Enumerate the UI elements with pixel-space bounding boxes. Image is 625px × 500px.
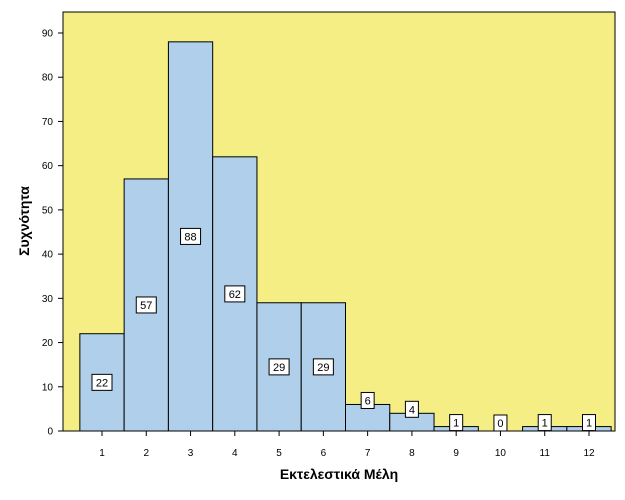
data-label-12: 1 [586,418,592,430]
data-label-4: 62 [229,289,241,301]
data-label-box-12 [582,414,596,432]
data-label-box-8 [404,400,419,418]
x-tick-label-7: 7 [365,448,371,459]
y-tick-label-40: 40 [42,250,54,261]
data-label-box-11 [537,414,552,432]
data-label-11: 1 [542,418,548,430]
data-label-box-7 [360,391,375,409]
data-label-6: 29 [317,362,329,374]
y-tick-label-80: 80 [42,73,54,84]
data-label-8: 4 [409,404,415,416]
data-label-9: 1 [453,418,459,430]
y-tick-label-10: 10 [42,382,54,393]
x-tick-label-4: 4 [232,448,238,459]
x-tick-label-5: 5 [276,448,282,459]
x-tick-label-8: 8 [409,448,415,459]
data-label-box-4 [224,285,246,303]
x-tick-label-3: 3 [188,448,194,459]
y-tick-label-50: 50 [42,205,54,216]
y-tick-label-70: 70 [42,117,54,128]
x-tick-label-10: 10 [495,448,507,459]
y-tick-label-30: 30 [42,294,54,305]
data-label-box-9 [449,414,464,432]
data-label-1: 22 [96,377,108,389]
x-tick-label-6: 6 [321,448,327,459]
x-axis-ticks: 1 2 3 4 5 6 7 8 9 10 11 12 [99,431,595,459]
y-axis-ticks: 0 10 20 30 40 50 60 70 80 90 [42,29,63,438]
x-tick-label-1: 1 [99,448,105,459]
data-label-10: 0 [497,418,503,430]
data-label-box-5 [268,358,290,376]
y-axis-title: Συχνότητα [16,186,32,256]
y-tick-label-20: 20 [42,338,54,349]
data-label-box-2 [135,296,157,314]
data-label-box-1 [91,373,113,391]
x-tick-label-2: 2 [143,448,149,459]
data-label-2: 57 [140,300,152,312]
data-label-box-6 [312,358,334,376]
y-tick-label-60: 60 [42,161,54,172]
x-tick-label-9: 9 [453,448,459,459]
x-axis-title: Εκτελεστικά Μέλη [280,466,398,482]
x-tick-label-12: 12 [583,448,595,459]
y-tick-label-0: 0 [47,427,53,438]
data-label-5: 29 [273,362,285,374]
x-tick-label-11: 11 [540,448,551,459]
data-label-7: 6 [365,395,371,407]
y-tick-label-90: 90 [42,29,54,40]
data-label-box-3 [180,227,202,245]
data-label-3: 88 [184,231,196,243]
